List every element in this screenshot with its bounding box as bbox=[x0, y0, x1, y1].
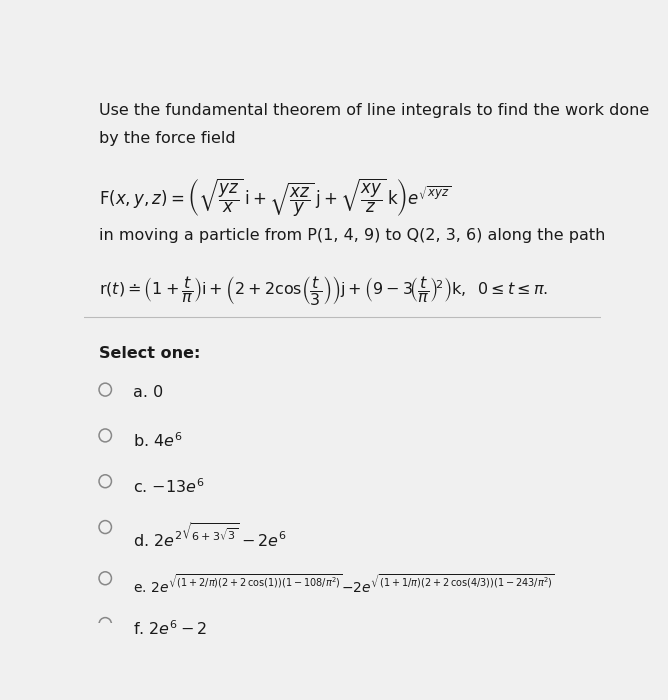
Text: c. $-13e^6$: c. $-13e^6$ bbox=[133, 477, 204, 496]
Text: Use the fundamental theorem of line integrals to find the work done: Use the fundamental theorem of line inte… bbox=[99, 103, 649, 118]
Text: f. $2e^6 - 2$: f. $2e^6 - 2$ bbox=[133, 620, 207, 638]
Text: $\mathrm{r}(t) \doteq \left(1 + \dfrac{t}{\pi}\right)\mathrm{i} + \left(2 + 2\co: $\mathrm{r}(t) \doteq \left(1 + \dfrac{t… bbox=[99, 274, 548, 307]
Text: Select one:: Select one: bbox=[99, 346, 200, 361]
Text: e. $2e^{\sqrt{(1+2/\pi)(2+2\,\mathrm{cos}(1))(1-108/\pi^2)}}$$ - 2e^{\sqrt{(1+1/: e. $2e^{\sqrt{(1+2/\pi)(2+2\,\mathrm{cos… bbox=[133, 574, 554, 596]
Text: by the force field: by the force field bbox=[99, 131, 236, 146]
Text: in moving a particle from P(1, 4, 9) to Q(2, 3, 6) along the path: in moving a particle from P(1, 4, 9) to … bbox=[99, 228, 605, 243]
Text: d. $2e^{2\sqrt{6+3\sqrt{3}}} - 2e^6$: d. $2e^{2\sqrt{6+3\sqrt{3}}} - 2e^6$ bbox=[133, 523, 287, 550]
Text: $\mathrm{F}(x, y, z) = \left(\sqrt{\dfrac{yz}{x}}\,\mathrm{i} + \sqrt{\dfrac{xz}: $\mathrm{F}(x, y, z) = \left(\sqrt{\dfra… bbox=[99, 176, 451, 219]
Text: a. 0: a. 0 bbox=[133, 385, 163, 400]
Text: b. $4e^6$: b. $4e^6$ bbox=[133, 431, 182, 450]
